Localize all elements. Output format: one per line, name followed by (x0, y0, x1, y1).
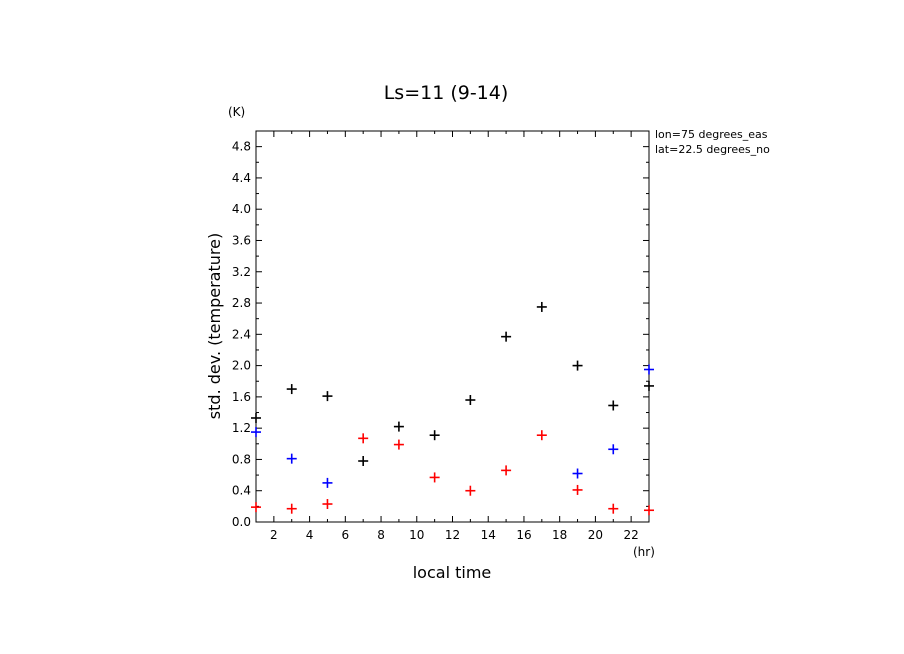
data-point-series-2 (358, 433, 369, 444)
x-tick-label: 8 (377, 528, 385, 542)
data-point-series-0 (501, 331, 512, 342)
y-tick-label: 0.0 (232, 515, 251, 529)
data-point-series-0 (465, 395, 476, 406)
x-tick-label: 12 (445, 528, 460, 542)
data-markers (251, 301, 654, 516)
y-tick-label: 2.8 (232, 296, 251, 310)
y-tick-label: 3.6 (232, 233, 251, 247)
data-point-series-2 (251, 502, 261, 513)
data-point-series-0 (608, 400, 619, 411)
x-tick-label: 16 (516, 528, 531, 542)
data-point-series-0 (286, 384, 297, 395)
data-point-series-0 (251, 412, 261, 423)
data-point-series-2 (536, 430, 547, 441)
data-point-series-2 (608, 503, 619, 514)
y-unit-label: (K) (228, 105, 245, 119)
data-point-series-2 (286, 503, 297, 514)
data-point-series-2 (644, 505, 654, 516)
data-point-series-0 (429, 430, 440, 441)
data-point-series-1 (322, 477, 333, 488)
x-tick-label: 6 (341, 528, 349, 542)
y-tick-label: 2.4 (232, 327, 251, 341)
x-tick-label: 10 (409, 528, 424, 542)
data-point-series-0 (572, 360, 583, 371)
x-tick-label: 20 (588, 528, 603, 542)
x-unit-label: (hr) (633, 545, 655, 559)
data-point-series-2 (322, 499, 333, 510)
axis-ticks: 0.0 0.4 0.8 1.2 1.6 2.0 2.4 2.8 3.2 3.6 4.0 4.4 4.8 2… (232, 130, 650, 542)
data-point-series-0 (358, 456, 369, 467)
y-tick-label: 3.2 (232, 265, 251, 279)
data-point-series-2 (465, 485, 476, 496)
y-tick-label: 4.4 (232, 171, 251, 185)
x-tick-label: 4 (306, 528, 314, 542)
y-tick-label: 1.2 (232, 421, 251, 435)
data-point-series-0 (644, 380, 654, 391)
chart-title: Ls=11 (9-14) (384, 82, 509, 104)
data-point-series-0 (536, 301, 547, 312)
data-point-series-1 (572, 468, 583, 479)
data-point-series-0 (393, 421, 404, 432)
y-tick-label: 2.0 (232, 359, 251, 373)
x-tick-label: 2 (270, 528, 278, 542)
data-point-series-2 (429, 472, 440, 483)
data-point-series-0 (322, 391, 333, 402)
data-point-series-2 (393, 439, 404, 450)
y-axis-label: std. dev. (temperature) (205, 233, 224, 419)
data-point-series-1 (286, 453, 297, 464)
x-tick-label: 22 (623, 528, 638, 542)
y-tick-label: 0.8 (232, 452, 251, 466)
data-point-series-1 (608, 444, 619, 455)
lon-annotation: lon=75 degrees_eas (655, 128, 768, 141)
lat-annotation: lat=22.5 degrees_no (655, 143, 770, 156)
y-tick-label: 0.4 (232, 484, 251, 498)
plot-frame (255, 130, 650, 523)
data-point-series-1 (644, 364, 654, 375)
data-point-series-2 (501, 465, 512, 476)
y-tick-label: 4.8 (232, 140, 251, 154)
y-tick-label: 1.6 (232, 390, 251, 404)
data-point-series-2 (572, 484, 583, 495)
x-tick-label: 18 (552, 528, 567, 542)
data-point-series-1 (251, 427, 261, 438)
y-tick-label: 4.0 (232, 202, 251, 216)
x-axis-label: local time (413, 563, 492, 582)
x-tick-label: 14 (481, 528, 496, 542)
